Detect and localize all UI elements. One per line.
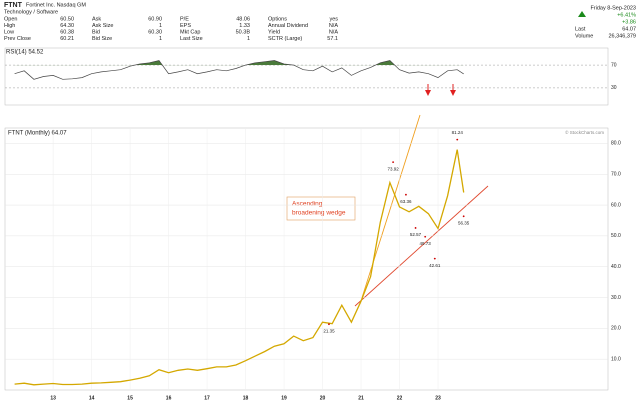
annotation-point bbox=[328, 323, 330, 326]
annotation-point bbox=[433, 257, 436, 260]
y-tick-label: 70 bbox=[611, 62, 617, 68]
field-value: N/A bbox=[329, 29, 339, 35]
field-value: 1 bbox=[159, 36, 162, 42]
field-label: EPS bbox=[180, 23, 191, 29]
annotation-label: 73.92 bbox=[387, 166, 399, 171]
series-line bbox=[14, 60, 464, 80]
annotation-point bbox=[405, 193, 407, 196]
field-label: Ask Size bbox=[92, 23, 113, 29]
x-tick-label: 13 bbox=[50, 395, 56, 401]
callout-text: Ascending bbox=[292, 201, 323, 208]
x-tick-label: 19 bbox=[281, 395, 287, 401]
annotation-label: 52.57 bbox=[410, 232, 422, 237]
field-value: 64.30 bbox=[60, 23, 74, 29]
date: Friday 8-Sep-2023 bbox=[590, 5, 636, 11]
field-label: Annual Dividend bbox=[268, 23, 308, 29]
field-value: yes bbox=[329, 16, 338, 22]
field-value: 60.30 bbox=[148, 29, 162, 35]
annotation-point bbox=[392, 161, 395, 164]
field-value: 60.21 bbox=[60, 36, 74, 42]
y-tick-label: 10.0 bbox=[611, 357, 621, 363]
field-label: Low bbox=[4, 29, 14, 35]
field-value: N/A bbox=[329, 23, 339, 29]
rsi-arrow bbox=[425, 90, 431, 96]
x-tick-label: 20 bbox=[320, 395, 326, 401]
annotation-label: 21.35 bbox=[323, 328, 335, 333]
annotation-label: 81.24 bbox=[452, 130, 464, 135]
field-label: Bid bbox=[92, 29, 100, 35]
last-label: Last bbox=[575, 26, 586, 32]
y-tick-label: 80.0 bbox=[611, 141, 621, 147]
x-tick-label: 21 bbox=[358, 395, 364, 401]
annotation-point bbox=[424, 235, 427, 238]
field-label: Bid Size bbox=[92, 36, 112, 42]
callout-text: broadening wedge bbox=[292, 210, 346, 217]
field-label: P/E bbox=[180, 16, 189, 22]
field-value: 57.1 bbox=[327, 36, 338, 42]
annotation-label: 49.73 bbox=[420, 241, 432, 246]
field-label: Open bbox=[4, 16, 17, 22]
up-arrow bbox=[578, 11, 586, 17]
volume-label: Volume bbox=[575, 33, 593, 39]
rsi-arrow bbox=[450, 90, 456, 96]
field-value: 50.3B bbox=[236, 29, 251, 35]
field-label: High bbox=[4, 23, 15, 29]
series-line bbox=[14, 149, 465, 386]
change: +3.86 bbox=[622, 19, 636, 25]
callout-box bbox=[286, 196, 356, 221]
field-label: Mkt Cap bbox=[180, 29, 200, 35]
annotation-point bbox=[456, 138, 459, 141]
field-label: Ask bbox=[92, 16, 101, 22]
field-value: 48.06 bbox=[236, 16, 250, 22]
x-tick-label: 22 bbox=[397, 395, 403, 401]
source: © StockCharts.com bbox=[565, 129, 604, 135]
x-tick-label: 18 bbox=[243, 395, 249, 401]
field-label: Prev Close bbox=[4, 36, 31, 42]
y-tick-label: 50.0 bbox=[611, 233, 621, 239]
upper-trendline bbox=[359, 114, 421, 305]
lower-trendline bbox=[354, 185, 489, 307]
field-value: 60.90 bbox=[148, 16, 162, 22]
rsi-title: RSI(14) 54.52 bbox=[6, 50, 44, 56]
annotation-point bbox=[462, 215, 465, 218]
y-tick-label: 20.0 bbox=[611, 326, 621, 332]
annotation-label: 63.36 bbox=[400, 199, 412, 204]
volume: 26,346,379 bbox=[608, 33, 636, 39]
field-label: SCTR (Large) bbox=[268, 36, 302, 42]
field-value: 1.33 bbox=[239, 23, 250, 29]
x-tick-label: 23 bbox=[435, 395, 441, 401]
field-label: Yield bbox=[268, 29, 280, 35]
y-tick-label: 30.0 bbox=[611, 295, 621, 301]
x-tick-label: 14 bbox=[89, 395, 95, 401]
field-value: 60.50 bbox=[60, 16, 74, 22]
x-tick-label: 15 bbox=[127, 395, 133, 401]
sector: Technology / Software bbox=[4, 9, 58, 15]
header: FTNT Fortinet Inc. Nasdaq GM Technology … bbox=[4, 2, 636, 42]
price-frame bbox=[4, 127, 609, 391]
field-label: Options bbox=[268, 16, 287, 22]
field-value: 60.38 bbox=[60, 29, 74, 35]
annotation-label: 56.35 bbox=[458, 220, 470, 225]
field-value: 1 bbox=[247, 36, 250, 42]
price-title: FTNT (Monthly) 64.07 bbox=[8, 131, 67, 137]
y-tick-label: 30 bbox=[611, 85, 617, 91]
rsi-frame bbox=[4, 47, 609, 106]
annotation-point bbox=[414, 227, 417, 229]
field-value: 1 bbox=[159, 23, 162, 29]
change-pct: +6.41% bbox=[617, 12, 636, 18]
y-tick-label: 60.0 bbox=[611, 202, 621, 208]
annotation-label: 42.61 bbox=[429, 263, 441, 268]
symbol: FTNT bbox=[4, 2, 23, 9]
x-tick-label: 16 bbox=[166, 395, 172, 401]
last: 64.07 bbox=[622, 26, 636, 32]
y-tick-label: 40.0 bbox=[611, 264, 621, 270]
field-label: Last Size bbox=[180, 36, 203, 42]
x-tick-label: 17 bbox=[204, 395, 210, 401]
y-tick-label: 70.0 bbox=[611, 172, 621, 178]
company-name: Fortinet Inc. Nasdaq GM bbox=[26, 2, 86, 8]
